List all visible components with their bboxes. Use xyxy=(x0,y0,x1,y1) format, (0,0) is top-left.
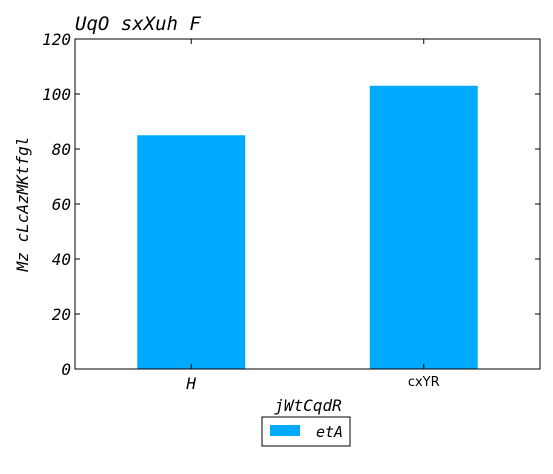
y-tick-label: 100 xyxy=(42,85,71,104)
y-tick-label: 80 xyxy=(52,140,71,159)
y-tick-label: 0 xyxy=(61,360,71,379)
chart-title: UqO sxXuh F xyxy=(75,13,201,35)
y-tick-label: 60 xyxy=(52,195,71,214)
y-tick-label: 20 xyxy=(52,305,71,324)
x-axis-label: jWtCqdR xyxy=(274,396,341,415)
bars-group xyxy=(137,85,478,369)
y-tick-label: 40 xyxy=(52,250,71,269)
y-axis-label: Mz cLcAzMKtfgl xyxy=(13,137,32,273)
legend-swatch xyxy=(270,425,300,436)
x-tick-label-cxyr: cxYR xyxy=(408,375,440,390)
x-tick-label-h: H xyxy=(185,374,196,393)
bar-cxyr xyxy=(369,85,478,369)
legend-label-eta: etA xyxy=(316,423,343,441)
legend: etA xyxy=(261,416,351,447)
y-axis: 0 20 40 60 80 100 120 xyxy=(42,30,540,379)
y-tick-label: 120 xyxy=(42,30,71,49)
bar-h xyxy=(137,135,246,369)
